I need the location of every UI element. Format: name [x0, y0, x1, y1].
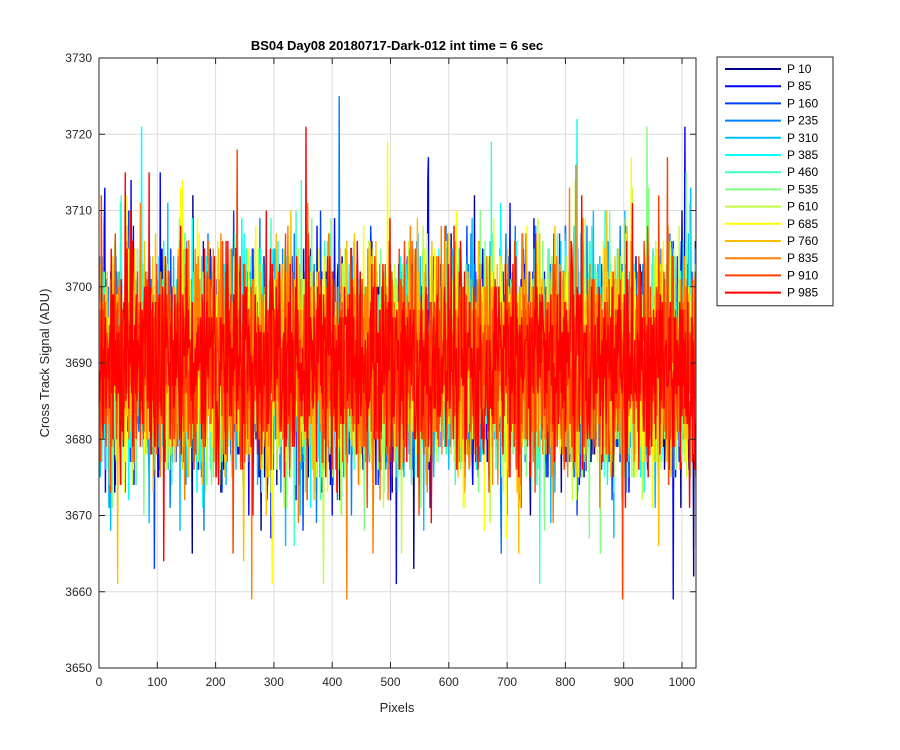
x-tick-label: 500: [380, 675, 400, 689]
y-axis-label: Cross Track Signal (ADU): [37, 289, 52, 438]
y-tick-label: 3720: [65, 127, 92, 141]
x-tick-label: 0: [96, 675, 103, 689]
legend-label: P 310: [787, 131, 818, 145]
x-tick-label: 100: [147, 675, 167, 689]
legend-label: P 985: [787, 286, 818, 300]
chart-title: BS04 Day08 20180717-Dark-012 int time = …: [251, 38, 543, 53]
x-tick-label: 700: [497, 675, 517, 689]
legend-label: P 235: [787, 114, 818, 128]
legend-label: P 160: [787, 96, 818, 110]
x-tick-label: 1000: [669, 675, 696, 689]
legend: P 10 P 85 P 160 P 235 P 310 P 385 P 460 P 535 P …: [716, 56, 834, 307]
axis-ticks: 0 100 200 300 400 500 600 700 800 900 1000 3650 3660…: [65, 51, 696, 689]
legend-label: P 910: [787, 268, 818, 282]
y-tick-label: 3710: [65, 204, 92, 218]
legend-label: P 685: [787, 217, 818, 231]
x-axis-label: Pixels: [380, 700, 415, 715]
x-tick-label: 400: [322, 675, 342, 689]
legend-label: P 835: [787, 251, 818, 265]
legend-label: P 385: [787, 148, 818, 162]
y-tick-label: 3650: [65, 661, 92, 675]
legend-label: P 85: [787, 79, 812, 93]
x-tick-label: 600: [439, 675, 459, 689]
y-tick-label: 3700: [65, 280, 92, 294]
legend-label: P 760: [787, 234, 818, 248]
x-tick-label: 900: [614, 675, 634, 689]
legend-label: P 10: [787, 62, 812, 76]
x-tick-label: 200: [206, 675, 226, 689]
legend-box: [716, 56, 834, 307]
y-tick-label: 3660: [65, 585, 92, 599]
y-tick-label: 3680: [65, 432, 92, 446]
legend-label: P 610: [787, 200, 818, 214]
x-tick-label: 800: [555, 675, 575, 689]
y-tick-label: 3690: [65, 356, 92, 370]
x-tick-label: 300: [264, 675, 284, 689]
series-line: [99, 126, 696, 562]
y-tick-label: 3670: [65, 509, 92, 523]
legend-label: P 460: [787, 165, 818, 179]
data-lines: [99, 96, 696, 600]
legend-label: P 535: [787, 182, 818, 196]
y-tick-label: 3730: [65, 51, 92, 65]
